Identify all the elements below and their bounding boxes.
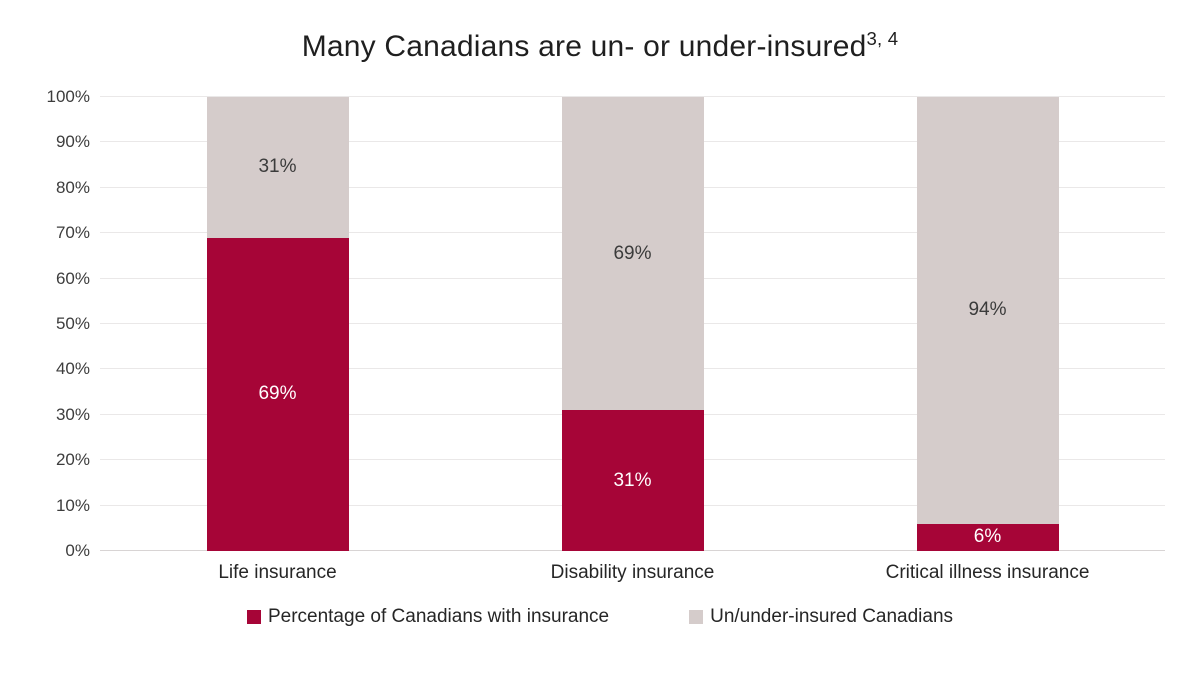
plot-area: 69% 31% 31% 69% 6% 94% (100, 96, 1165, 551)
legend-label: Percentage of Canadians with insurance (267, 606, 610, 627)
y-tick-label: 90% (55, 132, 90, 152)
y-tick-label: 100% (46, 87, 90, 106)
category-label: Disability insurance (550, 562, 715, 583)
y-tick-label: 20% (55, 450, 90, 470)
data-label: 6% (973, 526, 1002, 548)
data-label: 31% (258, 156, 297, 178)
y-tick-label: 40% (55, 359, 90, 379)
bar-segment-with-insurance: 69% (206, 237, 349, 551)
y-tick-label: 30% (55, 404, 90, 424)
gridline (100, 96, 1165, 97)
legend: Percentage of Canadians with insurance Un… (0, 606, 1200, 628)
chart-title: Many Canadians are un- or under-insured3… (0, 28, 1200, 64)
chart-title-text: Many Canadians are un- or under-insured (301, 30, 867, 63)
category-label: Life insurance (218, 562, 337, 583)
bar-segment-with-insurance: 6% (916, 523, 1059, 551)
bar-segment-with-insurance: 31% (561, 410, 704, 551)
y-axis: 0% 10% 20% 30% 40% 50% 60% 70% 80% 90% 100% (0, 87, 90, 560)
data-label: 69% (258, 383, 297, 405)
category-label: Critical illness insurance (885, 562, 1090, 583)
x-axis: Life insurance Disability insurance Critic… (100, 562, 1165, 592)
bar-segment-un-under-insured: 69% (561, 97, 704, 411)
y-tick-label: 60% (55, 268, 90, 288)
bar-segment-un-under-insured: 94% (916, 97, 1059, 524)
legend-swatch (246, 610, 261, 624)
y-tick-label: 70% (55, 223, 90, 243)
legend-label: Un/under-insured Canadians (710, 606, 954, 627)
y-tick-label: 0% (65, 541, 90, 560)
data-label: 31% (613, 469, 652, 491)
data-label: 69% (613, 242, 652, 264)
legend-swatch (689, 610, 704, 624)
chart-title-footnote-refs: 3, 4 (866, 28, 899, 49)
y-tick-label: 10% (55, 495, 90, 515)
bar-segment-un-under-insured: 31% (206, 97, 349, 238)
legend-item: Un/under-insured Canadians (689, 606, 953, 628)
legend-item: Percentage of Canadians with insurance (246, 606, 610, 628)
data-label: 94% (968, 299, 1007, 321)
y-tick-label: 50% (55, 314, 90, 333)
y-tick-label: 80% (55, 177, 90, 197)
